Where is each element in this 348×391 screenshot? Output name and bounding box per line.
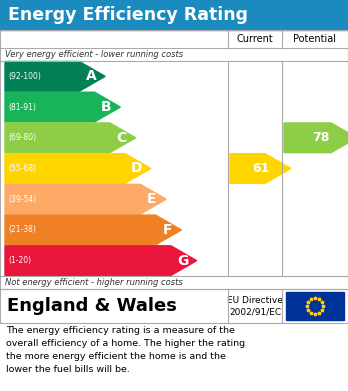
Text: F: F: [163, 223, 172, 237]
Text: 61: 61: [252, 162, 269, 175]
Text: (69-80): (69-80): [8, 133, 36, 142]
Text: England & Wales: England & Wales: [7, 297, 177, 315]
Text: B: B: [101, 100, 111, 114]
Bar: [0, 289, 348, 323]
Text: EU Directive
2002/91/EC: EU Directive 2002/91/EC: [227, 296, 283, 316]
Bar: [0, 30, 348, 289]
Polygon shape: [284, 123, 348, 152]
Text: (92-100): (92-100): [8, 72, 41, 81]
Text: Very energy efficient - lower running costs: Very energy efficient - lower running co…: [5, 50, 183, 59]
Text: The energy efficiency rating is a measure of the
overall efficiency of a home. T: The energy efficiency rating is a measur…: [6, 326, 245, 373]
Text: (39-54): (39-54): [8, 195, 36, 204]
Text: Energy Efficiency Rating: Energy Efficiency Rating: [8, 6, 248, 24]
Text: C: C: [116, 131, 127, 145]
Polygon shape: [5, 92, 120, 122]
Polygon shape: [230, 154, 291, 183]
Text: (21-38): (21-38): [8, 226, 36, 235]
Polygon shape: [5, 246, 197, 276]
Text: 78: 78: [312, 131, 329, 144]
Polygon shape: [5, 215, 181, 245]
Polygon shape: [5, 154, 151, 183]
Text: Current: Current: [237, 34, 274, 44]
Text: G: G: [177, 254, 188, 268]
Bar: [0, 0, 348, 30]
Text: Not energy efficient - higher running costs: Not energy efficient - higher running co…: [5, 278, 183, 287]
Text: (1-20): (1-20): [8, 256, 31, 265]
Polygon shape: [5, 123, 136, 152]
Text: Potential: Potential: [293, 34, 337, 44]
Text: D: D: [131, 161, 142, 176]
Text: (55-68): (55-68): [8, 164, 36, 173]
Polygon shape: [5, 61, 105, 91]
Bar: [286, 292, 344, 320]
Text: E: E: [147, 192, 157, 206]
Text: (81-91): (81-91): [8, 102, 36, 111]
Text: A: A: [86, 69, 96, 83]
Polygon shape: [5, 185, 166, 214]
